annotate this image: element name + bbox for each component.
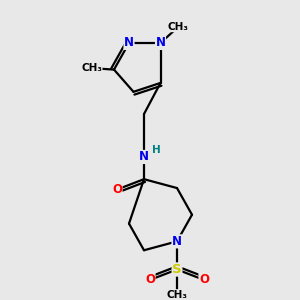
Text: CH₃: CH₃ [168,22,189,32]
Text: S: S [172,263,182,276]
Text: N: N [124,36,134,50]
Text: N: N [155,36,166,50]
Text: N: N [139,151,149,164]
Text: N: N [172,235,182,248]
Text: H: H [152,146,161,155]
Text: O: O [145,273,155,286]
Text: CH₃: CH₃ [81,63,102,73]
Text: O: O [199,273,209,286]
Text: O: O [112,183,122,196]
Text: CH₃: CH₃ [167,290,188,300]
